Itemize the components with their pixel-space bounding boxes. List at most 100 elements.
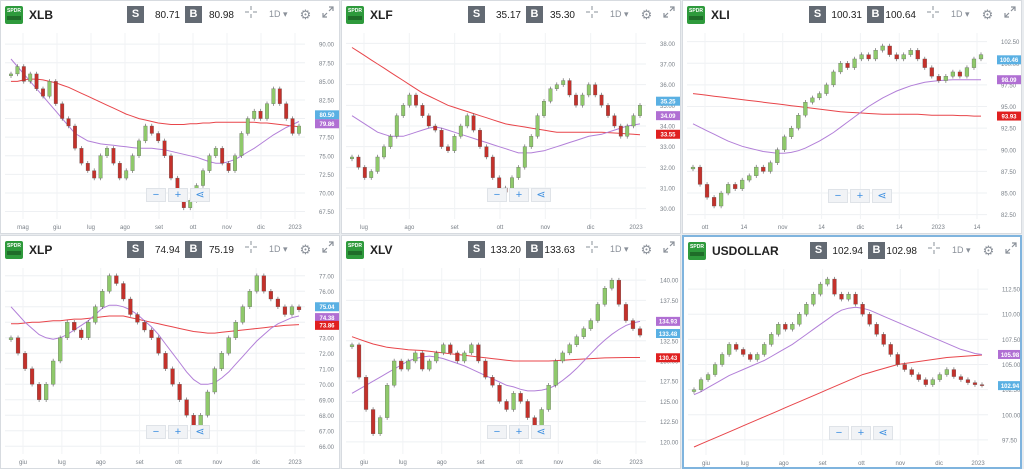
gear-icon[interactable]: ⚙ xyxy=(640,7,653,22)
gear-icon[interactable]: ⚙ xyxy=(299,7,312,22)
candle-up xyxy=(631,115,636,127)
buy-price[interactable]: 133.63 xyxy=(544,245,575,256)
candle-down xyxy=(845,63,850,68)
sell-button[interactable]: S xyxy=(468,241,485,258)
sell-price[interactable]: 133.20 xyxy=(490,245,521,256)
zoom-out-button[interactable]: − xyxy=(146,188,166,202)
buy-button[interactable]: B xyxy=(868,242,885,259)
candle-up xyxy=(803,102,808,116)
timeframe-dropdown[interactable]: 1D ▾ xyxy=(610,9,629,19)
zoom-out-button[interactable]: − xyxy=(146,425,166,439)
candle-down xyxy=(426,115,431,127)
expand-icon[interactable] xyxy=(1002,242,1019,259)
crosshair-icon[interactable] xyxy=(242,6,259,23)
chart-panel-xli[interactable]: SPDR XLI S 100.31 B 100.64 1D ▾ ⚙ 102.50… xyxy=(682,0,1022,234)
expand-icon[interactable] xyxy=(319,6,336,23)
buy-button[interactable]: B xyxy=(867,6,884,23)
zoom-out-button[interactable]: − xyxy=(487,188,507,202)
chart-panel-xlv[interactable]: SPDR XLV S 133.20 B 133.63 1D ▾ ⚙ 140.00… xyxy=(341,235,681,469)
price-chart[interactable]: 38.00 37.00 36.00 35.00 34.00 33.00 32.00 31.00… xyxy=(342,29,681,234)
timeframe-dropdown[interactable]: 1D ▾ xyxy=(269,9,288,19)
share-icon[interactable]: ⋖ xyxy=(873,426,893,440)
crosshair-icon[interactable] xyxy=(583,241,600,258)
zoom-controls: − + ⋖ xyxy=(828,189,894,203)
share-icon[interactable]: ⋖ xyxy=(190,425,210,439)
zoom-in-button[interactable]: + xyxy=(850,189,870,203)
share-icon[interactable]: ⋖ xyxy=(190,188,210,202)
candle-up xyxy=(462,352,467,362)
expand-icon[interactable] xyxy=(1001,6,1018,23)
price-chart[interactable]: 90.0087.5085.0082.5080.0077.5075.0072.50… xyxy=(1,29,340,234)
zoom-in-button[interactable]: + xyxy=(509,188,529,202)
price-chart[interactable]: 77.0076.0075.0074.0073.0072.0071.0070.00… xyxy=(1,264,340,469)
price-badge xyxy=(656,353,680,363)
candle-up xyxy=(516,167,521,178)
buy-price[interactable]: 80.98 xyxy=(208,10,234,21)
sell-price[interactable]: 100.31 xyxy=(831,10,862,21)
candle-up xyxy=(511,393,516,410)
candle-up xyxy=(937,374,942,380)
chart-panel-xlf[interactable]: SPDR XLF S 35.17 B 35.30 1D ▾ ⚙ 38.00 37.… xyxy=(341,0,681,234)
sell-price[interactable]: 35.17 xyxy=(495,10,521,21)
timeframe-dropdown[interactable]: 1D ▾ xyxy=(610,244,629,254)
sell-button[interactable]: S xyxy=(127,6,144,23)
zoom-controls: − + ⋖ xyxy=(487,425,553,439)
buy-button[interactable]: B xyxy=(526,6,543,23)
sell-button[interactable]: S xyxy=(127,241,144,258)
sell-button[interactable]: S xyxy=(809,6,826,23)
gear-icon[interactable]: ⚙ xyxy=(640,242,653,257)
zoom-out-button[interactable]: − xyxy=(828,189,848,203)
crosshair-icon[interactable] xyxy=(925,242,942,259)
crosshair-icon[interactable] xyxy=(583,6,600,23)
timeframe-dropdown[interactable]: 1D ▾ xyxy=(952,245,971,255)
zoom-in-button[interactable]: + xyxy=(509,425,529,439)
candle-up xyxy=(247,291,252,307)
timeframe-dropdown[interactable]: 1D ▾ xyxy=(269,244,288,254)
gear-icon[interactable]: ⚙ xyxy=(982,243,995,258)
expand-icon[interactable] xyxy=(660,241,677,258)
zoom-out-button[interactable]: − xyxy=(487,425,507,439)
share-icon[interactable]: ⋖ xyxy=(531,425,551,439)
candle-up xyxy=(289,306,295,315)
crosshair-icon[interactable] xyxy=(924,6,941,23)
zoom-in-button[interactable]: + xyxy=(168,425,188,439)
candle-up xyxy=(392,360,397,386)
buy-button[interactable]: B xyxy=(526,241,543,258)
share-icon[interactable]: ⋖ xyxy=(531,188,551,202)
price-chart[interactable]: 140.00137.50135.00132.50130.00127.50125.… xyxy=(342,264,681,469)
price-chart[interactable]: 112.50 110.00 107.50 105.00 102.50 100.00 97.5… xyxy=(684,265,1022,469)
x-tick-label: dic xyxy=(252,460,260,466)
candle-up xyxy=(465,115,470,127)
chart-panel-xlb[interactable]: SPDR XLB S 80.71 B 80.98 1D ▾ ⚙ 90.00 87.… xyxy=(0,0,340,234)
buy-price[interactable]: 100.64 xyxy=(885,10,916,21)
timeframe-dropdown[interactable]: 1D ▾ xyxy=(951,9,970,19)
plot-area[interactable] xyxy=(688,269,988,455)
zoom-in-button[interactable]: + xyxy=(851,426,871,440)
buy-price[interactable]: 102.98 xyxy=(886,246,917,257)
gear-icon[interactable]: ⚙ xyxy=(299,242,312,257)
sell-price[interactable]: 80.71 xyxy=(154,10,180,21)
sell-button[interactable]: S xyxy=(810,242,827,259)
candle-up xyxy=(726,184,731,194)
buy-price[interactable]: 35.30 xyxy=(549,10,575,21)
zoom-in-button[interactable]: + xyxy=(168,188,188,202)
chart-panel-usdollar[interactable]: SPDR USDOLLAR S 102.94 B 102.98 1D ▾ ⚙ 1… xyxy=(682,235,1022,469)
zoom-out-button[interactable]: − xyxy=(829,426,849,440)
crosshair-icon[interactable] xyxy=(242,241,259,258)
expand-icon[interactable] xyxy=(319,241,336,258)
sell-button[interactable]: S xyxy=(468,6,485,23)
chart-panel-xlp[interactable]: SPDR XLP S 74.94 B 75.19 1D ▾ ⚙ 77.00 76.… xyxy=(0,235,340,469)
gear-icon[interactable]: ⚙ xyxy=(981,7,994,22)
price-badge xyxy=(656,329,680,339)
buy-price[interactable]: 75.19 xyxy=(208,245,234,256)
candle-down xyxy=(711,197,717,207)
buy-button[interactable]: B xyxy=(185,241,202,258)
price-chart[interactable]: 102.50 100.00 97.50 95.00 92.50 90.00 87.50 85.… xyxy=(683,29,1022,234)
buy-button[interactable]: B xyxy=(185,6,202,23)
sell-price[interactable]: 102.94 xyxy=(832,246,863,257)
y-tick-label: 75.00 xyxy=(319,154,335,160)
expand-icon[interactable] xyxy=(660,6,677,23)
sell-price[interactable]: 74.94 xyxy=(154,245,180,256)
share-icon[interactable]: ⋖ xyxy=(872,189,892,203)
candle-down xyxy=(79,148,84,164)
